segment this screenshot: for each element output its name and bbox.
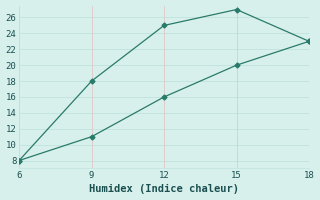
X-axis label: Humidex (Indice chaleur): Humidex (Indice chaleur) [89,184,239,194]
